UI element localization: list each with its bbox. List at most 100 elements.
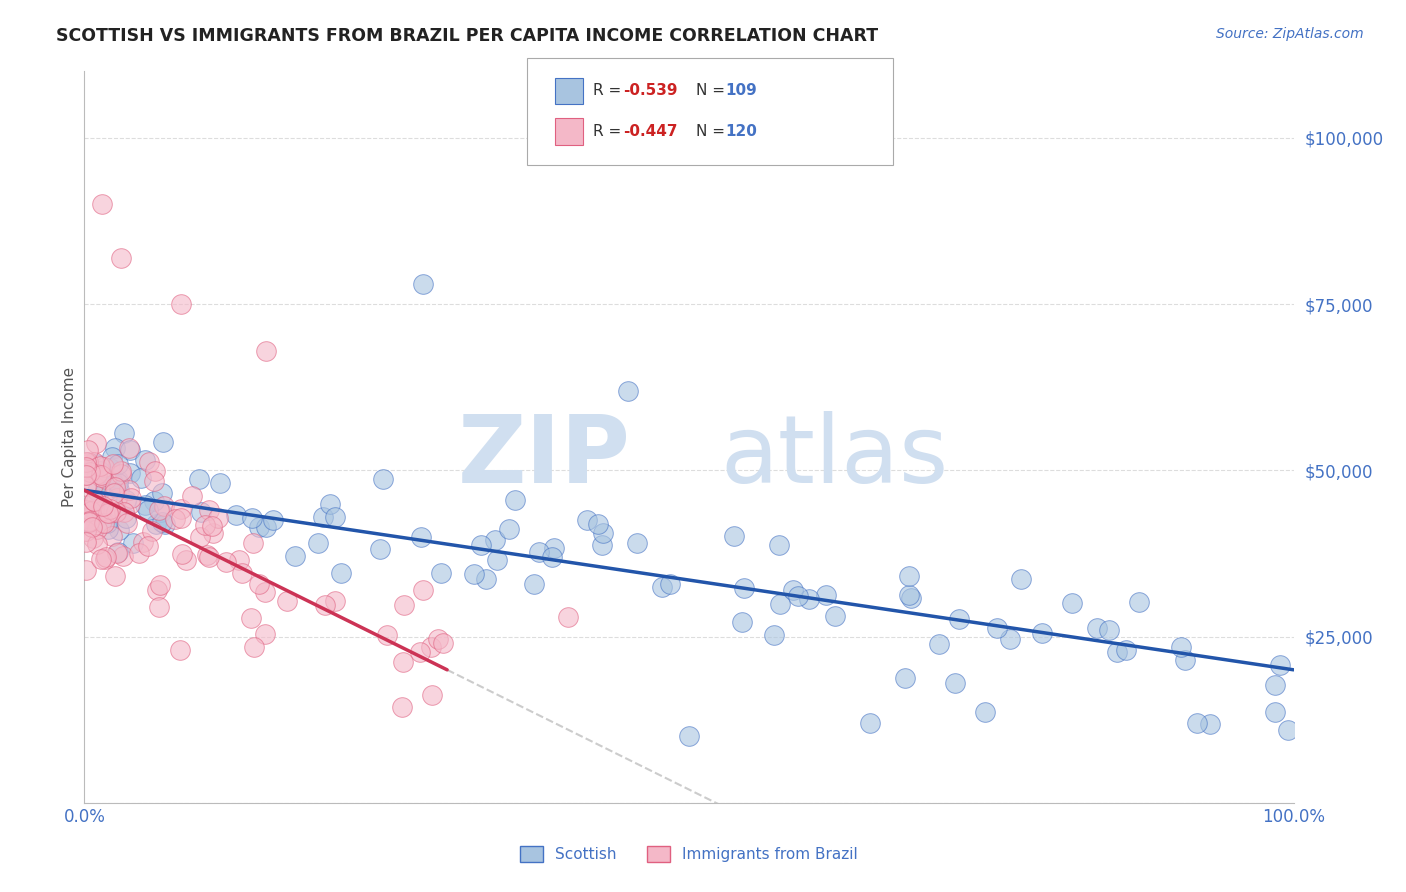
Point [1031,625,1053,640]
Point [498,522,520,536]
Point [247,520,270,534]
Point [1128,595,1150,609]
Point [143,464,166,478]
Point [391,700,413,714]
Point [1174,653,1197,667]
Point [1060,596,1083,610]
Point [484,533,506,547]
Point [89,464,111,478]
Point [169,643,191,657]
Point [1115,642,1137,657]
Point [96,516,118,530]
Point [928,637,950,651]
Point [592,525,614,540]
Point [948,612,970,626]
Point [163,512,186,526]
Text: SCOTTISH VS IMMIGRANTS FROM BRAZIL PER CAPITA INCOME CORRELATION CHART: SCOTTISH VS IMMIGRANTS FROM BRAZIL PER C… [56,27,879,45]
Point [145,517,167,532]
Point [463,567,485,582]
Point [107,473,129,487]
Point [103,485,125,500]
Text: -0.447: -0.447 [623,124,678,138]
Point [986,620,1008,634]
Point [120,467,142,481]
Point [97,522,120,536]
Point [131,535,153,549]
Point [1185,716,1208,731]
Point [247,577,270,591]
Point [80,509,103,524]
Point [276,594,298,608]
Point [231,566,253,581]
Text: N =: N = [696,124,730,138]
Point [118,441,141,455]
Point [215,556,238,570]
Point [104,480,127,494]
Point [120,491,142,505]
Point [82,532,104,546]
Point [107,545,129,559]
Point [86,522,108,536]
Point [89,458,111,473]
Point [659,577,682,591]
Point [197,503,219,517]
Point [105,505,128,519]
Point [188,530,211,544]
Point [93,460,115,475]
Text: 120: 120 [725,124,758,138]
Point [98,461,121,475]
Point [97,506,120,520]
Point [411,530,433,544]
Point [118,497,141,511]
Point [1170,640,1192,654]
Text: atlas: atlas [720,411,948,503]
Point [787,589,810,603]
Point [86,537,108,551]
Point [79,465,101,479]
Point [314,599,336,613]
Point [1010,572,1032,586]
Point [242,536,264,550]
Point [540,549,562,564]
Point [170,511,193,525]
Point [254,343,277,358]
Point [100,450,122,464]
Point [90,552,112,566]
Point [91,499,114,513]
Point [475,572,498,586]
Point [143,494,166,508]
Point [198,549,221,564]
Point [75,511,97,525]
Point [373,472,395,486]
Point [84,457,107,471]
Point [83,494,105,508]
Point [409,645,432,659]
Point [591,538,613,552]
Point [83,501,105,516]
Point [134,452,156,467]
Point [678,729,700,743]
Point [1098,623,1121,637]
Text: ZIP: ZIP [457,411,630,503]
Point [107,458,129,472]
Point [150,486,173,500]
Point [1264,705,1286,719]
Point [152,500,174,514]
Point [543,541,565,555]
Text: 109: 109 [725,84,758,98]
Point [1000,632,1022,646]
Point [82,520,104,534]
Point [617,384,640,398]
Point [485,552,508,566]
Point [412,582,434,597]
Point [155,516,177,531]
Point [152,435,174,450]
Point [101,457,124,471]
Point [419,640,441,654]
Point [94,485,117,500]
Point [769,597,792,611]
Point [195,548,218,562]
Point [107,483,129,497]
Point [330,566,353,581]
Point [104,442,127,456]
